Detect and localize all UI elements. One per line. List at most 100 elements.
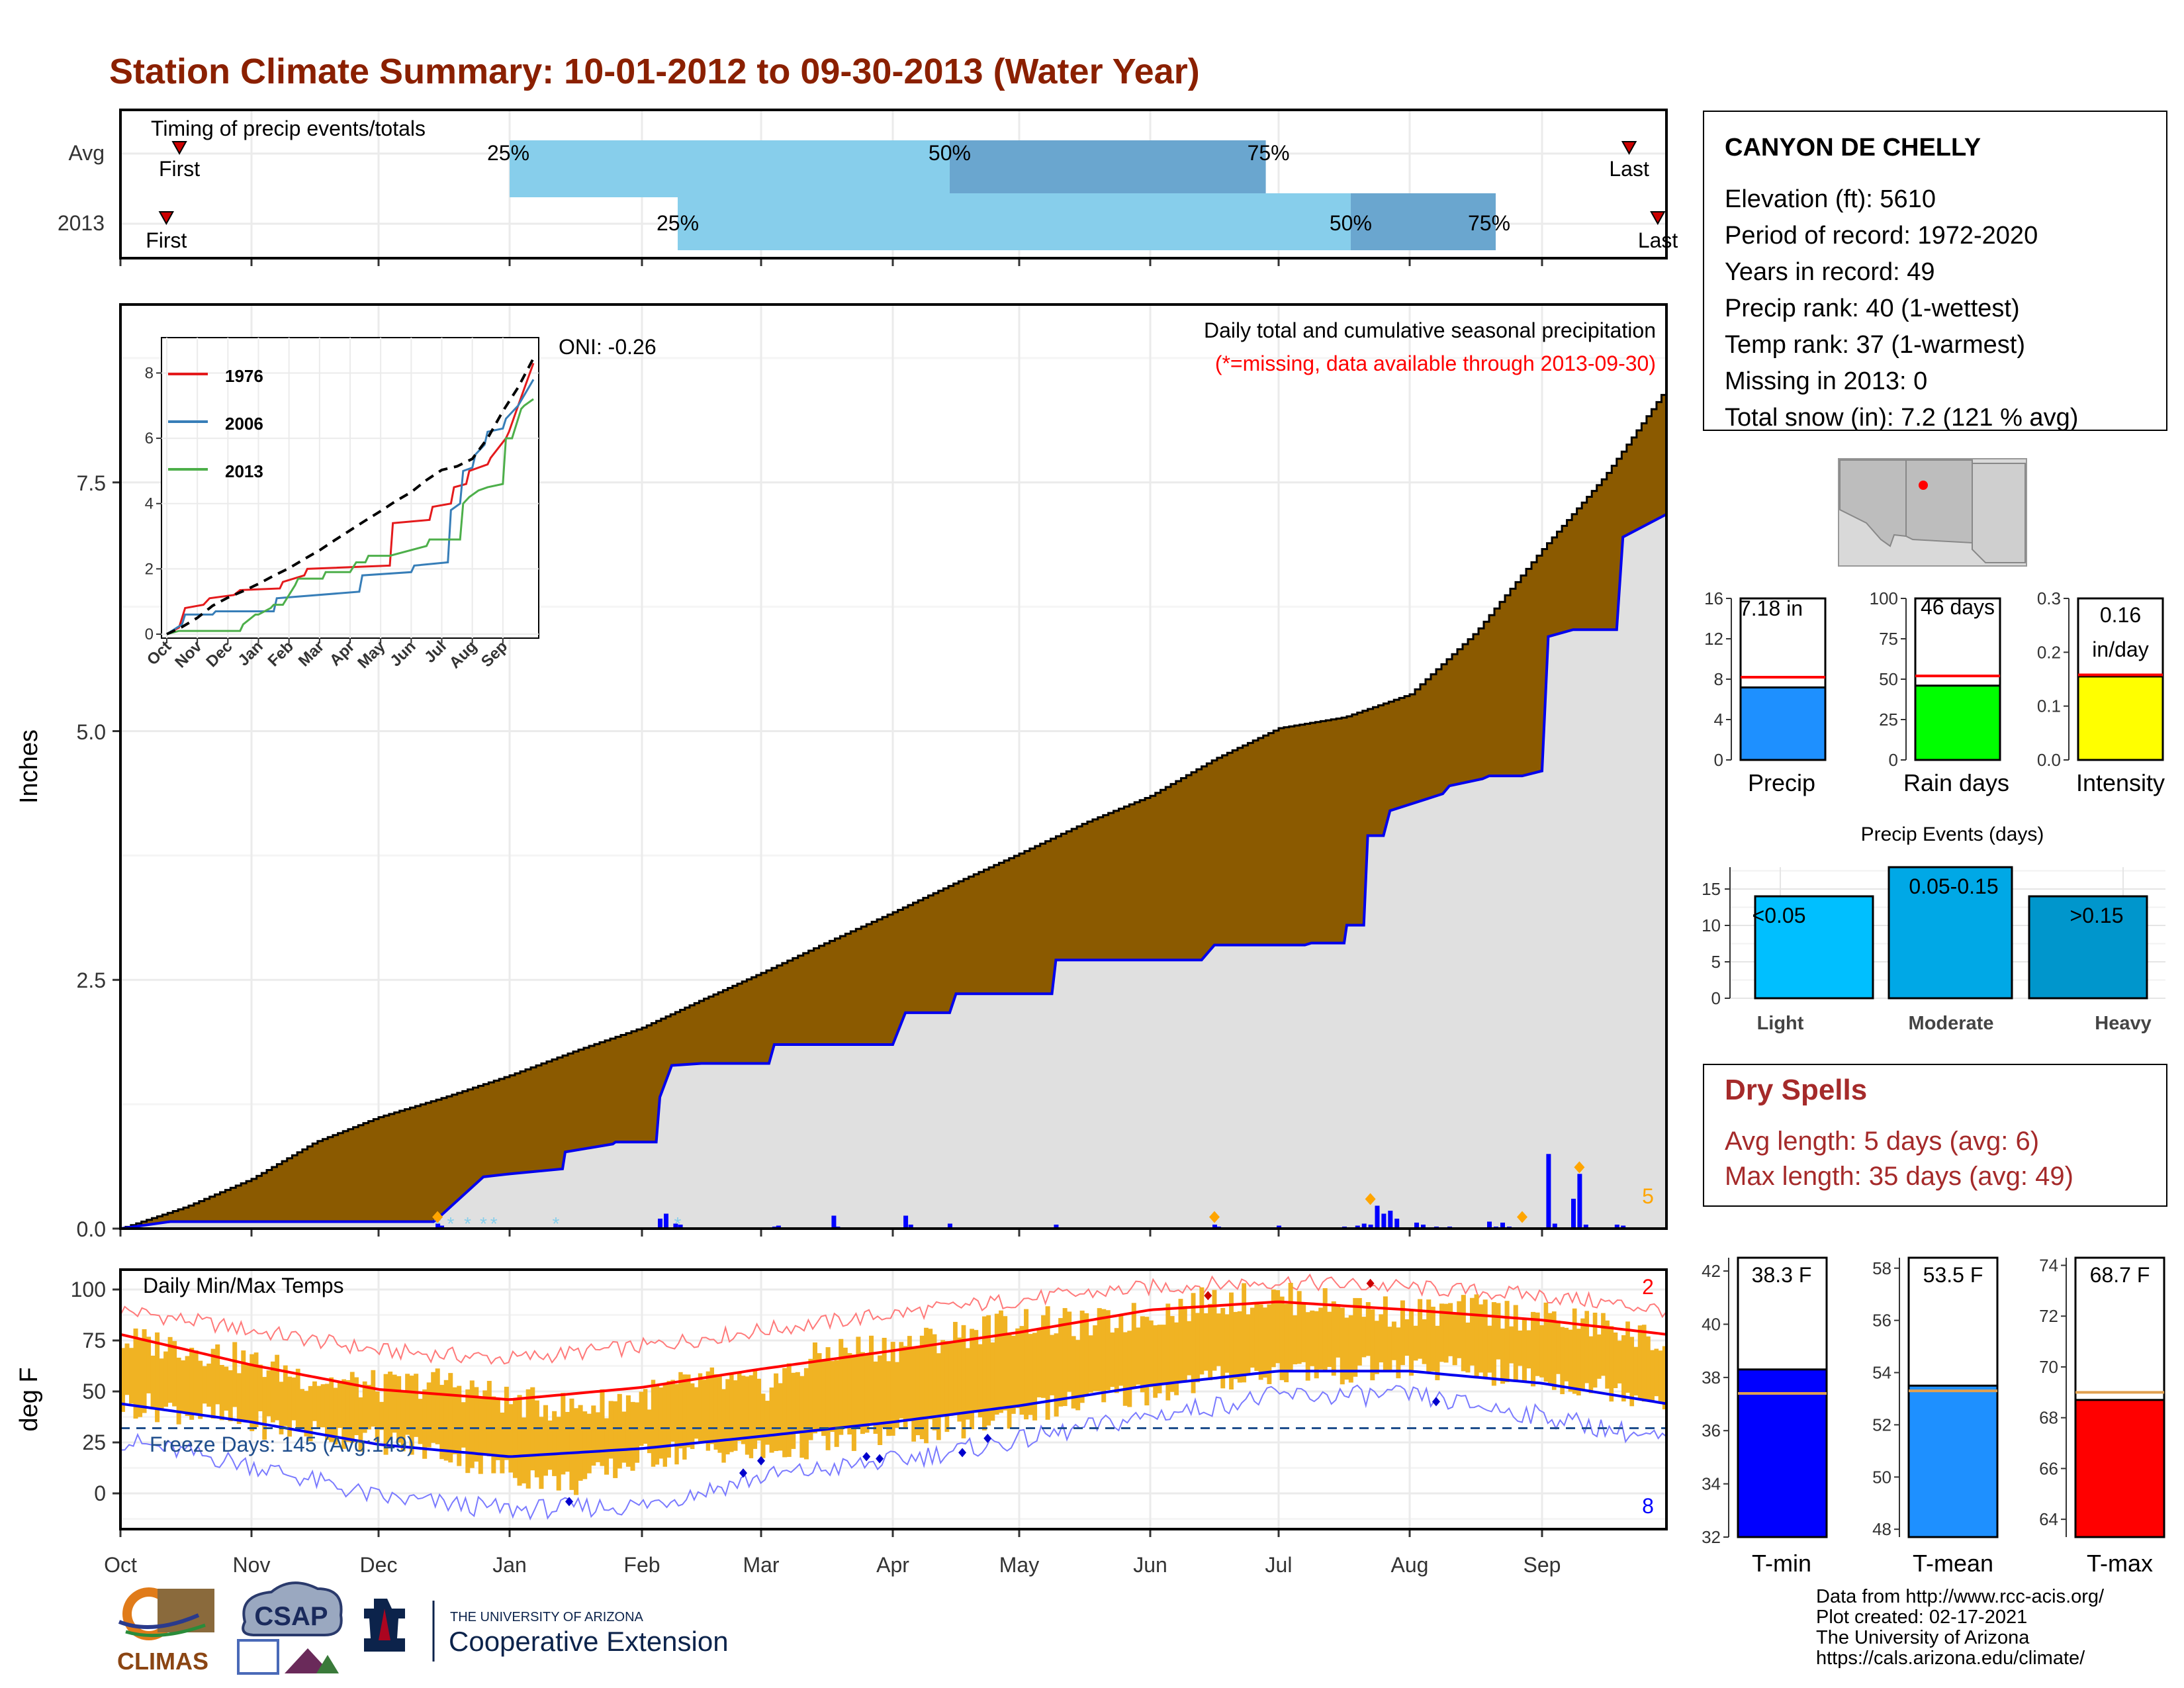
- month-label-jun: Jun: [1133, 1553, 1167, 1577]
- daily-temp-bar: [1041, 1315, 1046, 1398]
- daily-temp-bar: [1284, 1303, 1289, 1383]
- daily-temp-bar: [1374, 1321, 1379, 1374]
- daily-temp-bar: [176, 1357, 181, 1425]
- daily-temp-bar: [379, 1401, 385, 1430]
- precip-observed-area: [120, 514, 1666, 1229]
- daily-temp-bar: [1101, 1309, 1107, 1403]
- record-low-marker: [876, 1454, 884, 1464]
- temp-summary-tick-label: 54: [1872, 1363, 1891, 1383]
- daily-temp-bar: [1203, 1313, 1208, 1371]
- daily-temp-bar: [1212, 1289, 1217, 1371]
- daily-temp-bar: [1487, 1325, 1492, 1373]
- timing-last-label-2013: Last: [1638, 228, 1678, 252]
- inset-series-line-avg: [166, 357, 535, 635]
- daily-temp-bar: [504, 1386, 509, 1460]
- daily-precip-bar: [1546, 1154, 1551, 1229]
- raindays-bar-label: Rain days: [1903, 769, 2009, 796]
- daily-temp-bar: [279, 1382, 284, 1434]
- daily-temp-bar: [655, 1385, 660, 1465]
- summary-bar-tick-label: 0: [1714, 750, 1723, 770]
- daily-temp-bar: [142, 1329, 147, 1413]
- snow-marker: *: [434, 1213, 441, 1234]
- daily-temp-bar: [749, 1375, 754, 1458]
- summary-bar-Intensity: [2077, 675, 2164, 761]
- station-precip-rank: Precip rank: 40 (1-wettest): [1725, 295, 2020, 322]
- timing-row-label-avg: Avg: [68, 141, 105, 165]
- snow-marker: *: [490, 1213, 498, 1234]
- daily-temp-bar: [617, 1393, 622, 1469]
- daily-temp-bar: [1088, 1335, 1093, 1393]
- daily-temp-bar: [1357, 1297, 1362, 1366]
- inset-series-line-2013: [166, 398, 534, 635]
- daily-temp-bar: [1067, 1311, 1072, 1392]
- daily-temp-bar: [129, 1348, 134, 1404]
- daily-temp-bar: [1539, 1325, 1545, 1378]
- daily-temp-bar: [1250, 1307, 1255, 1368]
- daily-temp-bar: [1174, 1322, 1179, 1395]
- daily-precip-bar: [1212, 1224, 1217, 1229]
- daily-temp-bar: [978, 1344, 983, 1418]
- figure-title: Station Climate Summary: 10-01-2012 to 0…: [109, 52, 1200, 91]
- daily-temp-bar: [422, 1389, 428, 1459]
- footer-line-1: Data from http://www.rcc-acis.org/: [1816, 1586, 2105, 1607]
- daily-temp-bar: [167, 1336, 173, 1403]
- daily-temp-bar: [1161, 1325, 1166, 1385]
- daily-temp-bar: [591, 1405, 596, 1466]
- daily-temp-bar: [1254, 1302, 1259, 1371]
- footer-credits: Data from http://www.rcc-acis.org/ Plot …: [1816, 1586, 2105, 1669]
- timing-p25-label-avg: 25%: [487, 141, 529, 165]
- daily-temp-bar: [443, 1380, 449, 1461]
- daily-temp-bar: [304, 1391, 309, 1436]
- daily-temp-bar: [1448, 1303, 1453, 1356]
- inset-y-tick-label: 6: [145, 430, 154, 447]
- summary-bar-tick-label: 4: [1714, 710, 1723, 729]
- daily-temp-bar: [999, 1310, 1003, 1413]
- daily-temp-bar: [124, 1343, 130, 1395]
- temp-summary-tick-label: 42: [1702, 1261, 1721, 1281]
- daily-temp-bar: [774, 1373, 779, 1452]
- precip-events-title: Precip Events (days): [1861, 823, 2044, 845]
- daily-temp-bar: [1071, 1336, 1076, 1409]
- daily-precip-bar: [831, 1215, 837, 1229]
- daily-temp-bar: [709, 1367, 714, 1444]
- daily-temp-bar: [1144, 1317, 1150, 1406]
- daily-temp-bar: [1267, 1304, 1272, 1384]
- daily-temp-bar: [1301, 1304, 1306, 1362]
- daily-temp-bar: [435, 1368, 440, 1444]
- daily-temp-bar: [1028, 1334, 1033, 1415]
- daily-temp-bar: [1518, 1330, 1523, 1366]
- daily-temp-bar: [210, 1348, 216, 1419]
- summary-bar-tick-label: 12: [1704, 629, 1723, 649]
- events-range-heavy: >0.15: [2070, 904, 2124, 927]
- precip-deficit-area: [120, 387, 1666, 1229]
- daily-temp-bar: [367, 1385, 371, 1430]
- summary-bar-tick-label: 25: [1879, 710, 1898, 729]
- daily-temp-bar: [817, 1353, 822, 1432]
- daily-temp-bar: [821, 1359, 827, 1436]
- oni-label: ONI: -0.26: [559, 335, 657, 359]
- daily-temp-bar: [1547, 1313, 1553, 1384]
- temp-y-axis-title: deg F: [15, 1367, 43, 1431]
- temp-avg-min-line: [120, 1370, 1667, 1458]
- daily-temp-bar: [146, 1336, 152, 1393]
- daily-temp-bar: [630, 1401, 635, 1471]
- daily-temp-bar: [639, 1391, 644, 1446]
- temp-tick-label-0: 0: [94, 1481, 106, 1505]
- daily-temp-bar: [1617, 1340, 1622, 1383]
- daily-temp-bar: [1258, 1304, 1263, 1380]
- daily-temp-bar: [1318, 1307, 1324, 1370]
- temp-summary-tick-label: 72: [2039, 1306, 2058, 1326]
- daily-temp-bar: [1314, 1311, 1319, 1379]
- daily-temp-bar: [1383, 1296, 1388, 1372]
- precip-tick-label-0: 0.0: [77, 1217, 106, 1241]
- daily-temp-bar: [308, 1385, 313, 1442]
- daily-temp-bar: [469, 1380, 475, 1468]
- inset-y-tick-label: 0: [145, 626, 154, 643]
- daily-temp-bar: [1426, 1299, 1432, 1372]
- daily-temp-bar: [1336, 1304, 1341, 1358]
- daily-temp-bar: [932, 1334, 937, 1430]
- daily-temp-bar: [1019, 1326, 1024, 1415]
- daily-precip-bar: [673, 1223, 678, 1229]
- temp-count-high: 2: [1642, 1275, 1654, 1299]
- daily-temp-bar: [1084, 1313, 1089, 1395]
